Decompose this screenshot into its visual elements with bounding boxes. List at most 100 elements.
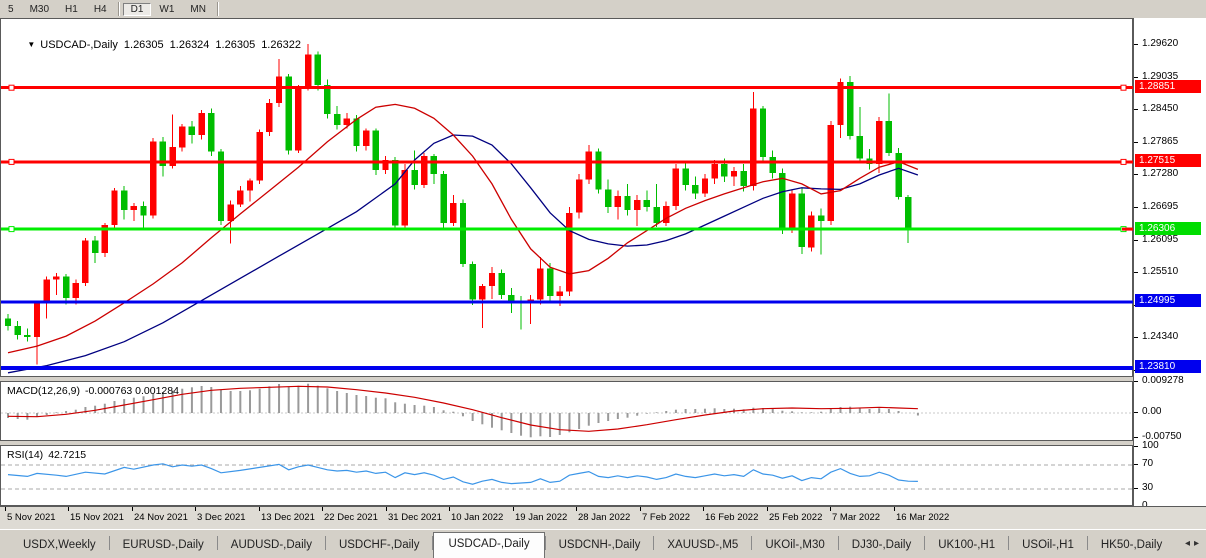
axis-tick: [1134, 109, 1138, 110]
candle-body: [430, 156, 438, 174]
macd-pane[interactable]: MACD(12,26,9) -0.000763 0.001284: [0, 381, 1133, 441]
chart-tab-dj30[interactable]: DJ30-,Daily: [851, 539, 912, 551]
candle-body: [498, 272, 505, 295]
date-tick: [449, 507, 450, 511]
date-tick-label: 25 Feb 2022: [769, 512, 823, 523]
macd-label: MACD(12,26,9) -0.000763 0.001284: [7, 385, 179, 397]
candle-body: [82, 240, 89, 283]
chart-tab-eurusd[interactable]: EURUSD-,Daily: [122, 539, 204, 551]
date-tick-label: 5 Nov 2021: [7, 512, 56, 523]
candle-body: [856, 136, 863, 159]
candle-body: [24, 335, 31, 338]
candle-body: [111, 190, 118, 225]
candle-body: [237, 190, 244, 205]
candle-body: [188, 126, 196, 135]
price-tick-label: 1.28450: [1142, 103, 1179, 114]
candle-body: [575, 179, 583, 213]
date-tick: [386, 507, 387, 511]
axis-tick: [1134, 488, 1138, 489]
chart-tab-audusd[interactable]: AUDUSD-,Daily: [230, 539, 312, 551]
pane-resize-divider[interactable]: [0, 441, 1206, 445]
candle-body: [488, 272, 496, 287]
candle-body: [72, 282, 79, 298]
candle-body: [653, 207, 660, 223]
date-tick: [259, 507, 260, 511]
candle-body: [62, 276, 70, 298]
timeframe-button-d1[interactable]: D1: [122, 2, 152, 16]
date-tick-label: 16 Feb 2022: [705, 512, 759, 523]
ma-fast-line: [7, 103, 919, 354]
candle-body: [682, 168, 689, 185]
candle-body: [769, 157, 776, 173]
timeframe-button-5[interactable]: 5: [8, 3, 14, 15]
candle-body: [421, 156, 428, 185]
date-tick: [195, 507, 196, 511]
date-tick: [322, 507, 323, 511]
date-tick-label: 16 Mar 2022: [896, 512, 950, 523]
date-tick-label: 31 Dec 2021: [388, 512, 442, 523]
timeframe-button-h4[interactable]: H4: [93, 3, 107, 15]
candle-body: [663, 206, 670, 223]
candle-body: [53, 276, 60, 280]
chart-tab-xauusd[interactable]: XAUUSD-,M5: [667, 539, 739, 551]
candle-body: [121, 190, 128, 210]
axis-tick: [1134, 412, 1138, 413]
date-tick-label: 7 Feb 2022: [642, 512, 691, 523]
candle-body: [101, 225, 108, 253]
tab-separator: [432, 536, 434, 550]
candle-body: [227, 204, 234, 222]
candle-body: [140, 206, 147, 216]
price-level-badge: 1.26306: [1135, 221, 1201, 235]
symbol-dropdown-icon[interactable]: ▼: [27, 40, 36, 49]
chart-tab-usdcnh[interactable]: USDCNH-,Daily: [558, 539, 641, 551]
candle-body: [14, 326, 21, 335]
axis-tick: [1134, 239, 1138, 241]
candle-body: [740, 171, 747, 187]
macd-values: -0.000763 0.001284: [84, 385, 179, 397]
price-axis[interactable]: 1.29620 1.29035 1.28450 1.27865 1.27280 1.266…: [1133, 18, 1206, 511]
candle-body: [353, 118, 360, 147]
macd-tick-label: 0.00: [1142, 406, 1162, 417]
candle-body: [450, 202, 457, 223]
price-level-badge: 1.27515: [1135, 154, 1201, 168]
date-tick-label: 7 Mar 2022: [832, 512, 881, 523]
pane-resize-divider[interactable]: [0, 377, 1206, 381]
candle-body: [546, 268, 554, 297]
chart-tab-ukoil[interactable]: UKOil-,M30: [765, 539, 825, 551]
axis-tick: [1134, 206, 1138, 208]
tab-scroll-arrows: ◂▸: [1185, 538, 1203, 549]
candle-body: [750, 108, 757, 187]
chart-symbol-label: USDCAD-,Daily: [40, 39, 118, 51]
candle-body: [33, 303, 41, 338]
tab-scroll-right-icon[interactable]: ▸: [1193, 538, 1203, 549]
timeframe-button-m30[interactable]: M30: [29, 3, 50, 15]
candle-body: [759, 108, 767, 158]
chart-tab-usdx[interactable]: USDX,Weekly: [23, 539, 96, 551]
chart-tab-uk100[interactable]: UK100-,H1: [938, 539, 996, 551]
chart-tab-hk50[interactable]: HK50-,Daily: [1100, 539, 1163, 551]
timeframe-button-w1[interactable]: W1: [159, 3, 175, 15]
rsi-pane[interactable]: RSI(14) 42.7215: [0, 445, 1133, 506]
macd-chart: [1, 383, 1132, 438]
timeframe-button-mn[interactable]: MN: [190, 3, 206, 15]
candle-body: [4, 318, 12, 327]
candle-body: [605, 189, 612, 208]
chart-tab-usdchf[interactable]: USDCHF-,Daily: [338, 539, 420, 551]
chart-tab-usoil[interactable]: USOil-,H1: [1022, 539, 1074, 551]
candle-body: [43, 279, 50, 304]
price-tick-label: 1.29035: [1142, 70, 1179, 82]
line-drag-handle: [8, 226, 15, 233]
line-drag-handle: [8, 158, 15, 165]
tab-scroll-left-icon[interactable]: ◂: [1184, 538, 1194, 549]
candle-body: [566, 212, 573, 292]
chart-tab-usdcad[interactable]: USDCAD-,Daily: [433, 532, 545, 558]
main-chart-pane[interactable]: ▼ USDCAD-,Daily 1.26305 1.26324 1.26305 1.263…: [0, 18, 1134, 377]
candle-body: [537, 268, 544, 300]
timeframe-button-h1[interactable]: H1: [65, 3, 78, 15]
candle-body: [363, 130, 370, 147]
candle-body: [730, 171, 738, 177]
date-tick: [830, 507, 831, 511]
date-axis[interactable]: 5 Nov 2021 15 Nov 2021 24 Nov 2021 3 Dec 20…: [0, 506, 1206, 529]
candle-body: [382, 160, 389, 170]
axis-tick: [1134, 76, 1138, 78]
